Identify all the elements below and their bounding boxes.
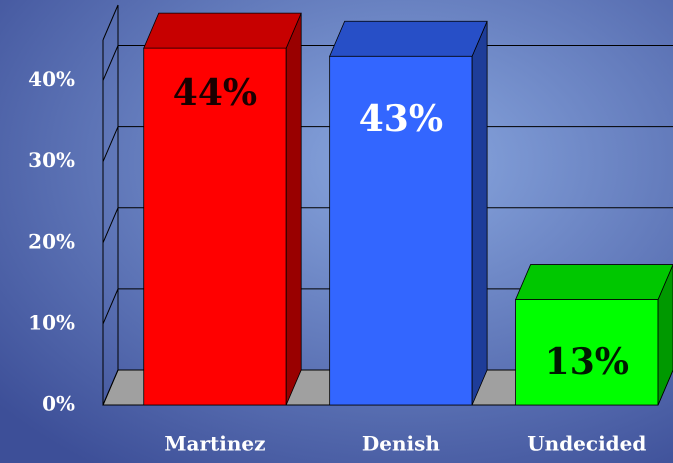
y-tick-label: 30%	[28, 148, 75, 172]
bar-side-shade	[472, 21, 488, 405]
bar-top	[143, 12, 302, 49]
grid-line	[102, 207, 673, 243]
value-label: 44%	[173, 72, 257, 114]
y-tick-label: 40%	[28, 67, 75, 91]
bar-top-shade	[329, 21, 488, 57]
bar	[329, 20, 488, 406]
grid-line	[102, 45, 673, 81]
grid-line	[102, 369, 673, 406]
y-axis-back	[102, 4, 119, 41]
y-tick-label: 0%	[42, 392, 75, 416]
x-tick-label: Martinez	[164, 432, 265, 456]
bar	[514, 264, 673, 406]
grid-line	[102, 126, 673, 162]
value-label: 43%	[359, 98, 443, 140]
bar	[143, 12, 302, 406]
bar-top-shade	[143, 13, 302, 49]
value-label: 13%	[545, 341, 629, 383]
y-tick-label: 20%	[28, 229, 75, 253]
bar-side-shade	[286, 13, 302, 405]
bar-top-shade	[515, 264, 673, 300]
bar-top	[514, 264, 673, 300]
bar-side-shade	[658, 264, 673, 405]
x-tick-label: Undecided	[527, 432, 646, 456]
y-tick-label: 10%	[28, 310, 75, 334]
bar-top	[329, 20, 488, 57]
x-tick-label: Denish	[362, 432, 440, 456]
grid-line	[102, 288, 673, 325]
